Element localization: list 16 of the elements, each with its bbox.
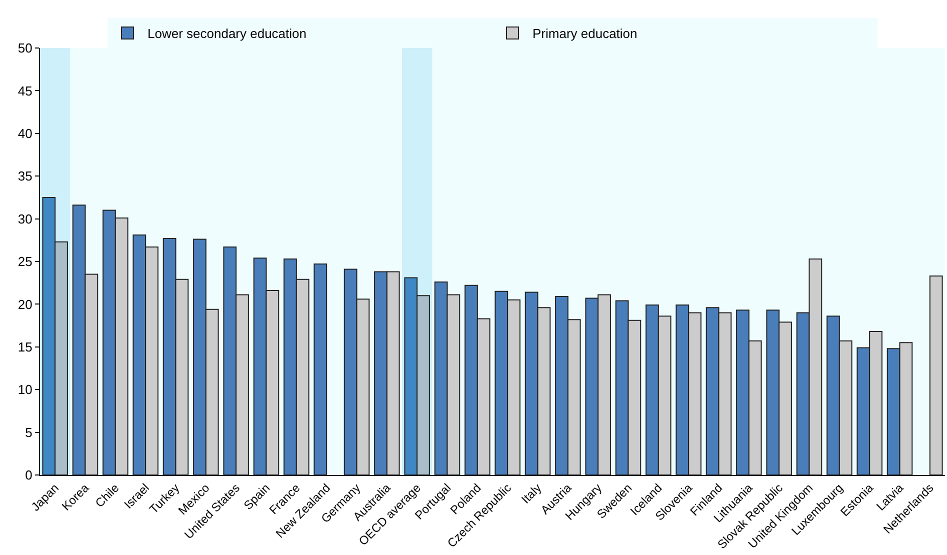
y-tick-label: 25 [18,254,32,270]
legend-label: Lower secondary education [148,26,306,42]
legend-label: Primary education [532,26,638,42]
y-tick-label: 15 [18,339,32,354]
y-tick-label: 10 [18,382,32,398]
y-tick-label: 0 [25,468,32,483]
bar [929,276,943,475]
y-tick-label: 45 [18,83,32,98]
y-tick-label: 30 [18,211,32,226]
y-tick-label: 40 [18,126,32,141]
y-tick-label: 5 [25,424,32,440]
x-tick-label: Italy [518,480,544,506]
y-tick-label: 50 [18,40,32,56]
y-tick-label: 35 [18,168,32,184]
y-tick-label: 20 [18,296,32,312]
bar [314,264,328,475]
